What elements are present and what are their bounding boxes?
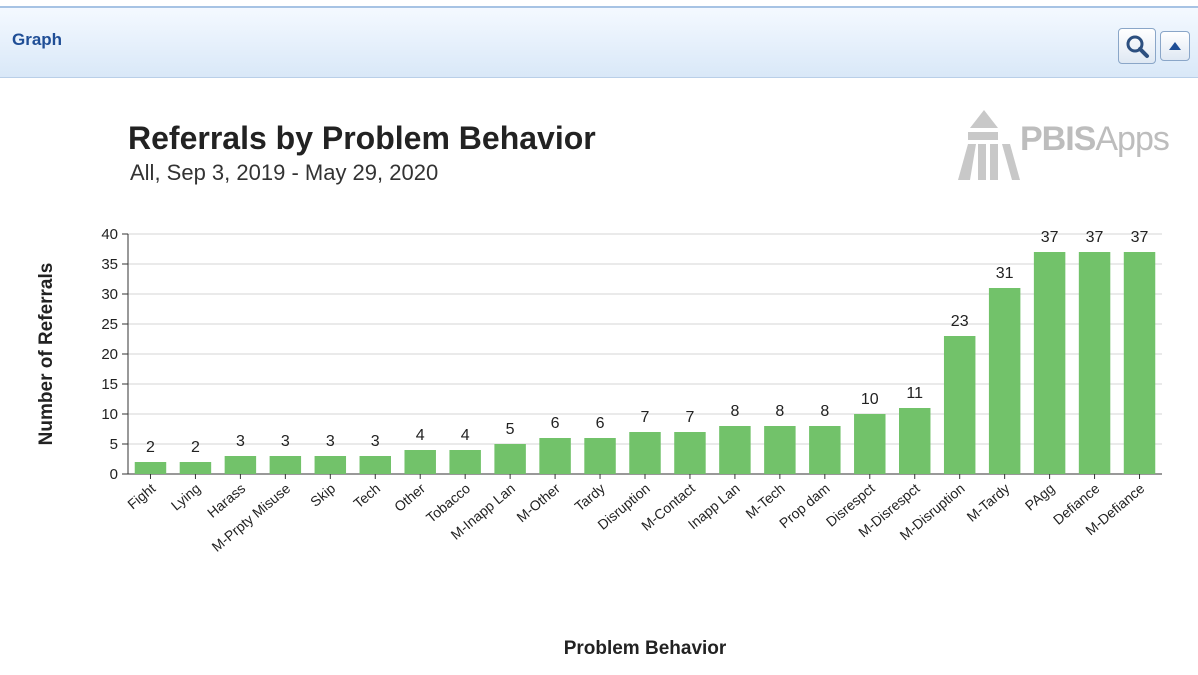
x-tick-label: Skip [307, 480, 338, 510]
x-tick-label: Lying [168, 480, 204, 513]
data-label: 23 [951, 313, 969, 330]
bar-m-prpty-misuse[interactable] [269, 456, 302, 474]
x-tick-label: M-Other [513, 480, 563, 525]
data-label: 2 [191, 439, 200, 456]
bar-tobacco[interactable] [449, 450, 481, 474]
x-tick-label: Tardy [571, 480, 608, 514]
pbisapps-logo: PBISApps [946, 106, 1186, 182]
data-label: 10 [861, 391, 879, 408]
bar-inapp-lan[interactable] [719, 426, 751, 474]
data-label: 37 [1041, 229, 1059, 246]
bar-tech[interactable] [359, 456, 391, 474]
y-tick-label: 40 [101, 226, 118, 243]
data-label: 31 [996, 265, 1014, 282]
x-tick-label: M-Prpty Misuse [209, 480, 294, 555]
bar-disruption[interactable] [629, 432, 661, 474]
bar-tardy[interactable] [584, 438, 616, 474]
zoom-button[interactable] [1118, 28, 1156, 64]
data-label: 3 [326, 433, 335, 450]
data-label: 3 [371, 433, 380, 450]
data-label: 7 [686, 409, 695, 426]
y-tick-label: 5 [110, 436, 118, 453]
y-tick-label: 10 [101, 406, 118, 423]
data-label: 3 [281, 433, 290, 450]
data-label: 37 [1086, 229, 1104, 246]
chart-area: Referrals by Problem Behavior All, Sep 3… [0, 80, 1198, 675]
bar-harass[interactable] [224, 456, 257, 474]
x-tick-label: Prop dam [776, 480, 833, 531]
y-tick-label: 20 [101, 346, 118, 363]
data-label: 6 [551, 415, 560, 432]
bar-m-defiance[interactable] [1123, 252, 1156, 474]
bar-defiance[interactable] [1078, 252, 1111, 474]
pbisapps-logo-icon [958, 110, 1020, 180]
bars [134, 252, 1156, 474]
panel-title: Graph [12, 30, 63, 49]
y-tick-label: 25 [101, 316, 118, 333]
x-tick-label: Tech [350, 480, 383, 511]
bar-disrespct[interactable] [854, 414, 886, 474]
bar-m-other[interactable] [539, 438, 571, 474]
y-tick-label: 35 [101, 256, 118, 273]
chart-subtitle: All, Sep 3, 2019 - May 29, 2020 [130, 160, 439, 185]
data-label: 7 [641, 409, 650, 426]
data-label: 6 [596, 415, 605, 432]
chart-title: Referrals by Problem Behavior [128, 120, 596, 156]
magnifier-icon [1126, 35, 1149, 58]
data-label: 3 [236, 433, 245, 450]
bar-fight[interactable] [134, 462, 167, 474]
y-tick-label: 0 [110, 466, 118, 483]
data-label: 5 [506, 421, 515, 438]
x-tick-label: Fight [124, 480, 158, 512]
data-label: 8 [820, 403, 829, 420]
bar-m-inapp-lan[interactable] [494, 444, 526, 474]
bar-m-disruption[interactable] [943, 336, 976, 474]
y-tick-label: 30 [101, 286, 118, 303]
bar-lying[interactable] [179, 462, 212, 474]
x-tick-label: PAgg [1022, 480, 1058, 514]
bar-skip[interactable] [314, 456, 347, 474]
y-tick-label: 15 [101, 376, 118, 393]
x-tick-label: M-Tardy [964, 480, 1013, 525]
data-label: 2 [146, 439, 155, 456]
data-label: 8 [775, 403, 784, 420]
panel-header: Graph [0, 6, 1198, 78]
bar-m-tech[interactable] [764, 426, 796, 474]
y-tick-labels: 0 5 10 15 20 25 30 35 40 [101, 226, 128, 483]
pbisapps-logo-text: PBISApps [1020, 120, 1170, 158]
data-label: 8 [730, 403, 739, 420]
collapse-button[interactable] [1160, 31, 1190, 61]
bar-prop-dam[interactable] [809, 426, 841, 474]
x-axis-title: Problem Behavior [564, 638, 727, 659]
x-tick-label: Other [391, 480, 428, 515]
data-label: 37 [1131, 229, 1149, 246]
bar-pagg[interactable] [1033, 252, 1066, 474]
bar-m-tardy[interactable] [988, 288, 1021, 474]
bar-other[interactable] [404, 450, 436, 474]
chevron-up-icon [1169, 42, 1181, 50]
bar-m-disrespct[interactable] [899, 408, 931, 474]
data-label: 4 [416, 427, 425, 444]
data-label: 4 [461, 427, 470, 444]
bar-m-contact[interactable] [674, 432, 706, 474]
data-label: 11 [906, 385, 923, 402]
y-axis-title: Number of Referrals [36, 263, 57, 446]
